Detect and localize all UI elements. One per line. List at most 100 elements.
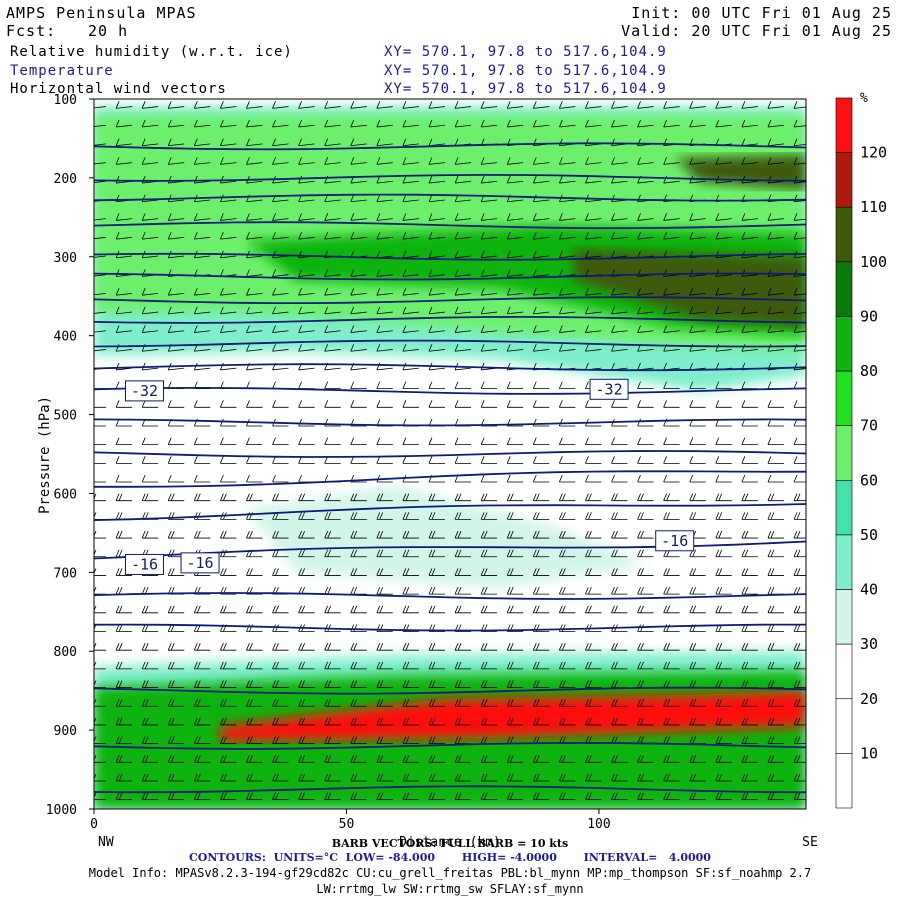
wind-barb-row [94,717,806,726]
svg-text:-32: -32 [131,382,158,400]
wind-barb-row [94,643,806,651]
temperature-contour [94,742,806,750]
temperature-contour [94,221,806,230]
y-tick-label: 200 [54,172,77,187]
colorbar-tick-label: 80 [860,362,878,380]
colorbar-tick-label: 100 [860,253,887,271]
temperature-contour [94,142,806,151]
wind-barb-row [94,213,806,221]
temperature-label-4: -16 [655,530,695,552]
field-temp-xy: XY= 570.1, 97.8 to 517.6,104.9 [384,63,667,79]
x-tick-label: 50 [339,817,355,832]
temperature-contour [94,686,806,695]
field-wind-xy: XY= 570.1, 97.8 to 517.6,104.9 [384,81,667,97]
contour-legend: CONTOURS: UNITS=°C LOW= -84.000 HIGH= -4… [189,851,711,864]
wind-barb-row [94,101,806,109]
temperature-contour [94,296,806,305]
colorbar-tick-label: 90 [860,307,878,325]
colorbar-segment [835,152,853,208]
colorbar-tick-label: 10 [860,744,878,762]
temperature-contour [94,193,806,202]
wind-barb-row [94,530,806,539]
wind-barb-row [94,269,806,277]
temperature-contour [94,339,806,348]
temperature-label-3: -16 [180,552,220,574]
colorbar-tick-label: 20 [860,690,878,708]
wind-barb-row [94,680,806,688]
init-time: Init: 00 UTC Fri 01 Aug 25 [631,4,892,22]
field-temp-name: Temperature [10,63,114,79]
rh-region-8 [220,690,806,742]
wind-barb-row [94,437,806,446]
rh-region-3 [573,248,806,328]
wind-barb-row [94,605,806,614]
temperature-contour [94,386,806,395]
x-end-label-left: NW [98,835,114,850]
temperature-contour [94,173,806,182]
wind-barb-row [94,231,806,240]
colorbar-segment [835,425,853,481]
colorbar-tick-label: 120 [860,144,887,162]
field-wind-name: Horizontal wind vectors [10,81,227,97]
colorbar-segment [835,534,853,590]
wind-barb-row [94,661,806,670]
svg-text:-16: -16 [131,555,158,573]
wind-barb-row [94,194,806,203]
field-rh-name: Relative humidity (w.r.t. ice) [10,44,293,60]
temperature-contour [94,315,806,324]
temperature-contour [94,785,806,794]
fcst-value: 20 h [88,22,129,40]
barb-legend: BARB VECTORS: FULL BARB = 10 kts [331,837,569,850]
model-info: Model Info: MPASv8.2.3-194-gf29cd82c CU:… [88,866,812,880]
temperature-label-1: -32 [589,378,629,400]
y-tick-label: 900 [54,724,77,739]
x-end-label-right: SE [802,835,818,850]
model-info-physics: LW:rrtmg_lw SW:rrtmg_sw SFLAY:sf_mynn [316,882,584,896]
rh-fill-layer [94,106,806,809]
colorbar-segment [835,370,853,426]
colorbar-tick-label: 110 [860,198,887,216]
wind-barb-layer [94,101,806,801]
y-tick-label: 600 [54,487,77,502]
x-tick-label: 0 [90,817,98,832]
colorbar-segment [835,643,853,700]
wind-barb-row [94,792,806,801]
wind-barb-row [94,493,806,502]
temperature-label-2: -16 [124,553,164,575]
temperature-contour [94,503,806,521]
colorbar-tick-label: 70 [860,417,878,435]
colorbar-segment [835,261,853,317]
temperature-label-layer: -32 -32 -16 -16 -16 [124,378,695,575]
x-axis-title: Distance (km) [399,835,501,850]
temperature-label-0: -32 [124,380,164,402]
colorbar-unit: % [860,91,868,106]
y-tick-label: 800 [54,645,77,660]
temperature-contour [94,272,806,281]
colorbar-segment [835,698,853,754]
y-tick-label: 1000 [46,803,77,818]
svg-text:-32: -32 [596,380,623,398]
temperature-contour [94,470,806,488]
wind-barb-row [94,306,806,315]
x-tick-label: 100 [587,817,610,832]
y-tick-label: 700 [54,566,77,581]
colorbar-segment [835,589,853,645]
temperature-contour [94,252,806,261]
rh-region-5 [245,485,650,589]
temperature-contour [94,418,806,427]
colorbar-segment [835,206,853,263]
wind-barb-row [94,474,806,483]
wind-barb-row [94,288,806,296]
colorbar-tick-label: 60 [860,471,878,489]
colorbar-tick-label: 30 [860,635,878,653]
wind-barb-row [94,773,806,782]
temperature-contour [94,450,806,458]
chart-title: AMPS Peninsula MPAS [6,4,197,22]
wind-barb-row [94,157,806,165]
wind-barb-row [94,400,806,408]
temperature-contour [94,363,806,372]
svg-text:-16: -16 [661,532,688,550]
wind-barb-row [94,119,806,128]
fcst-label: Fcst: [6,22,57,40]
